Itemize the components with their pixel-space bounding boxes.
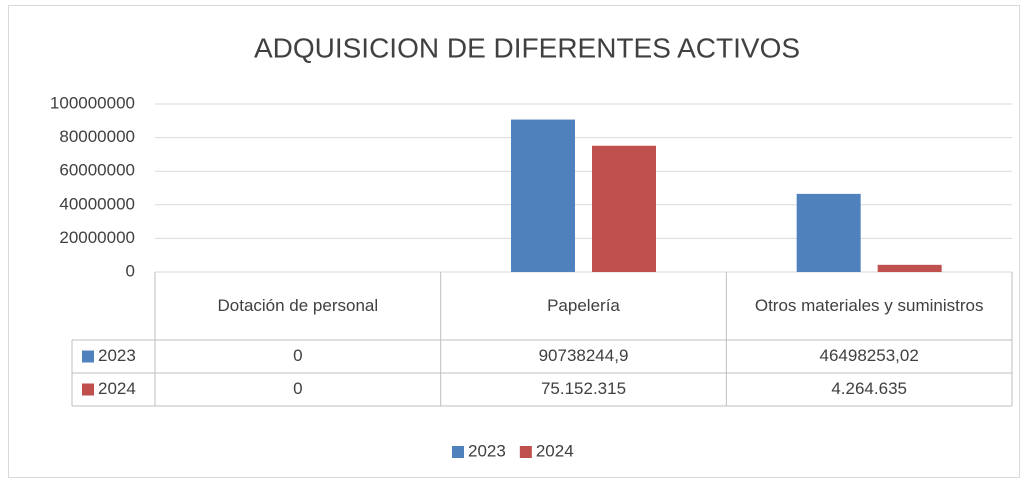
x-tick-label: Otros materiales y suministros — [754, 295, 984, 315]
bar — [592, 145, 656, 272]
table-series-label: 2024 — [98, 379, 136, 398]
category-cell: Otros materiales y suministros — [754, 295, 984, 315]
bar — [877, 264, 942, 272]
y-tick-label: 20000000 — [59, 228, 135, 247]
y-tick-label: 60000000 — [59, 161, 135, 180]
table-legend-key — [82, 383, 94, 396]
table-value: 46498253,02 — [820, 346, 919, 365]
chart-title: ADQUISICION DE DIFERENTES ACTIVOS — [254, 32, 800, 63]
y-tick-label: 100000000 — [50, 93, 135, 112]
category-cell: Papelería — [547, 295, 620, 315]
legend-label: 2023 — [468, 441, 506, 460]
x-tick-label: Dotación de personal — [217, 295, 379, 315]
table-value: 90738244,9 — [539, 346, 629, 365]
y-tick-label: 0 — [126, 261, 135, 280]
table-value: 4.264.635 — [831, 379, 907, 398]
legend-swatch — [452, 446, 464, 458]
table-value: 0 — [293, 379, 302, 398]
x-tick-label: Papelería — [547, 295, 620, 315]
table-legend-key — [82, 350, 94, 363]
table-series-label: 2023 — [98, 346, 136, 365]
bar — [511, 119, 575, 272]
y-tick-label: 40000000 — [59, 194, 135, 213]
table-value: 75.152.315 — [541, 379, 626, 398]
legend-label: 2024 — [536, 441, 574, 460]
category-cell: Dotación de personal — [217, 295, 379, 315]
legend-swatch — [519, 446, 532, 458]
y-tick-label: 80000000 — [59, 127, 135, 146]
bar — [796, 193, 861, 272]
table-value: 0 — [293, 346, 302, 365]
